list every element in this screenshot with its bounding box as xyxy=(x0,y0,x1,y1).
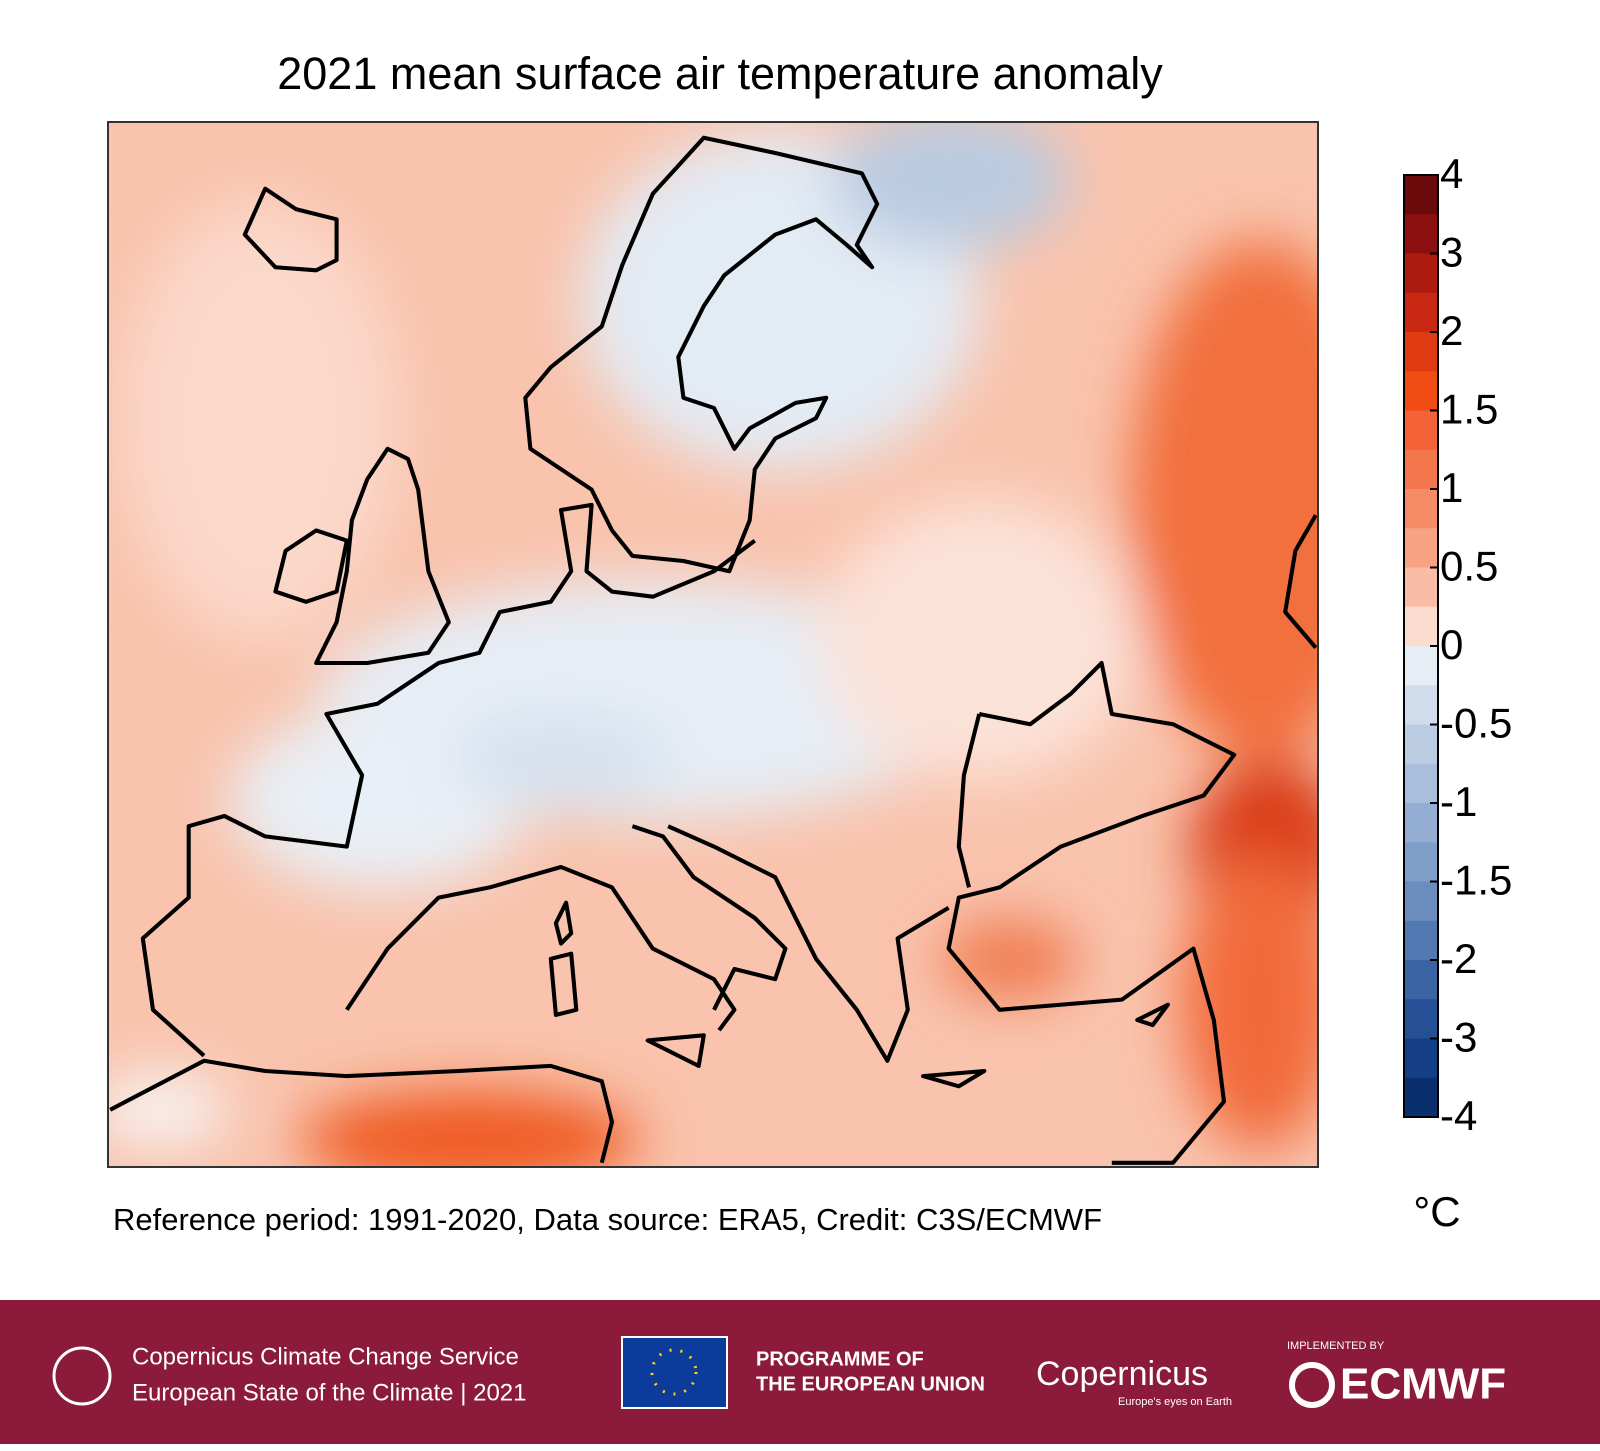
map xyxy=(108,122,1318,1167)
eu-flag xyxy=(621,1336,728,1409)
colorbar-band xyxy=(1404,1077,1438,1118)
colorbar-tick-label: 1.5 xyxy=(1440,386,1498,433)
footer-programme: PROGRAMME OF xyxy=(756,1348,924,1370)
colorbar-tick-label: 1 xyxy=(1440,464,1463,511)
footer-service: Copernicus Climate Change Service xyxy=(132,1343,519,1370)
colorbar-tick-label: 4 xyxy=(1440,150,1463,197)
footer-band xyxy=(0,1300,1600,1444)
colorbar-tick-label: -2 xyxy=(1440,935,1477,982)
title: 2021 mean surface air temperature anomal… xyxy=(277,48,1163,99)
footer-report: European State of the Climate | 2021 xyxy=(132,1379,527,1406)
colorbar-band xyxy=(1404,646,1438,686)
colorbar-band xyxy=(1404,606,1438,647)
footer-programme: THE EUROPEAN UNION xyxy=(756,1373,985,1395)
copernicus-logo: Copernicus xyxy=(1036,1355,1208,1393)
colorbar-band xyxy=(1404,175,1438,215)
coastlines xyxy=(109,135,1318,1165)
colorbar-band xyxy=(1404,1038,1438,1079)
colorbar-band xyxy=(1404,332,1438,372)
footnote: Reference period: 1991-2020, Data source… xyxy=(113,1202,1102,1237)
c3s-logo xyxy=(52,1346,112,1406)
ecmwf-mark xyxy=(1289,1362,1335,1408)
colorbar-band xyxy=(1404,528,1438,568)
colorbar-tick-label: 0 xyxy=(1440,621,1463,668)
colorbar-band xyxy=(1404,567,1438,608)
colorbar-band xyxy=(1404,960,1438,1000)
anomaly-field xyxy=(108,122,1318,1167)
copernicus-tagline: Europe's eyes on Earth xyxy=(1118,1396,1232,1408)
colorbar-band xyxy=(1404,685,1438,725)
colorbar-tick-label: -1.5 xyxy=(1440,857,1512,904)
colorbar-band xyxy=(1404,842,1438,882)
colorbar-tick-label: -4 xyxy=(1440,1092,1477,1139)
colorbar-band xyxy=(1404,489,1438,529)
eu-stars xyxy=(650,1348,698,1396)
colorbar-tick-label: -0.5 xyxy=(1440,700,1512,747)
colorbar-band xyxy=(1404,214,1438,254)
colorbar-band xyxy=(1404,920,1438,961)
colorbar-unit: °C xyxy=(1413,1188,1460,1235)
colorbar-band xyxy=(1404,881,1438,922)
colorbar: 4 3 2 1.5 1 0.5 0 -0.5 -1 -1.5 -2 -3 -4 xyxy=(1404,150,1512,1139)
colorbar-band xyxy=(1404,724,1438,765)
map-frame xyxy=(107,121,1319,1168)
colorbar-frame xyxy=(1403,174,1439,1118)
colorbar-band xyxy=(1404,763,1438,804)
colorbar-band xyxy=(1404,999,1438,1039)
colorbar-tick-label: 0.5 xyxy=(1440,543,1498,590)
colorbar-band xyxy=(1404,292,1438,333)
colorbar-tick-label: 3 xyxy=(1440,229,1463,276)
footer: Copernicus Climate Change Service Europe… xyxy=(0,1300,1600,1444)
colorbar-tick-label: 2 xyxy=(1440,307,1463,354)
colorbar-tick-label: -3 xyxy=(1440,1014,1477,1061)
colorbar-band xyxy=(1404,410,1438,451)
ecmwf-logo: ECMWF xyxy=(1340,1360,1506,1409)
colorbar-band xyxy=(1404,803,1438,843)
colorbar-band xyxy=(1404,253,1438,294)
colorbar-band xyxy=(1404,449,1438,490)
implemented-by: IMPLEMENTED BY xyxy=(1287,1340,1385,1352)
colorbar-band xyxy=(1404,371,1438,411)
colorbar-tick-label: -1 xyxy=(1440,778,1477,825)
